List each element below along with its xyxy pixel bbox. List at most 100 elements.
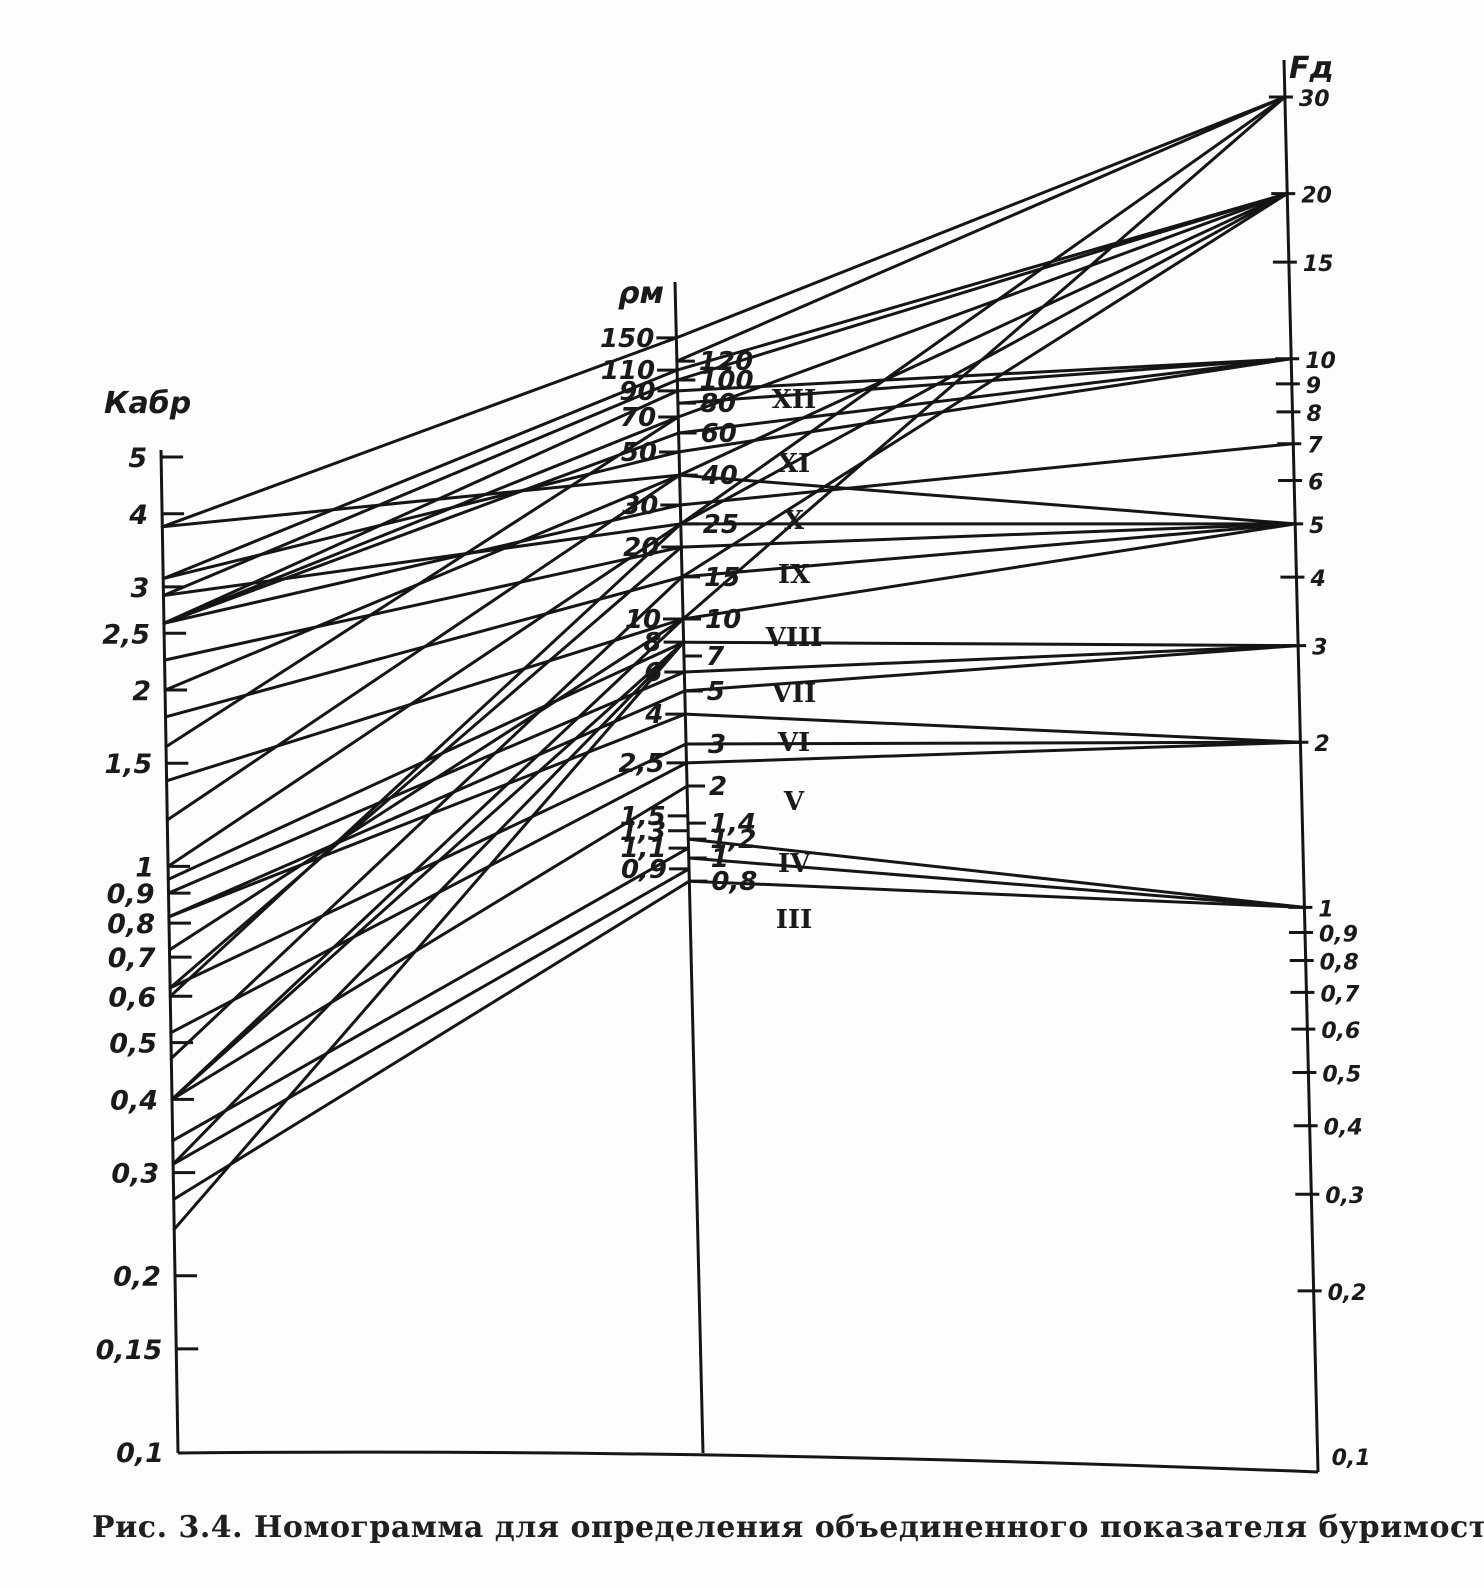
left-axis-tick-label: 0,7 xyxy=(108,943,156,974)
middle-axis-left-tick-label: 1,1 xyxy=(620,834,666,864)
middle-axis-right-tick-label: 15 xyxy=(704,563,740,593)
right-connecting-line xyxy=(677,357,1293,435)
right-axis-tick-label: 3 xyxy=(1312,636,1327,661)
right-connecting-line xyxy=(676,357,1293,393)
middle-axis-left-tick-label: 90 xyxy=(619,377,655,407)
right-connecting-line xyxy=(676,357,1293,405)
left-axis-tick-label: 1 xyxy=(135,852,154,883)
category-label: X xyxy=(784,506,805,536)
right-connecting-line xyxy=(676,192,1289,419)
left-axis-tick-label: 0,5 xyxy=(109,1029,157,1060)
right-axis-tick-label: 5 xyxy=(1309,514,1324,539)
right-connecting-line xyxy=(680,192,1289,579)
left-connecting-line xyxy=(160,336,678,529)
right-axis-tick-label: 0,2 xyxy=(1328,1281,1367,1306)
middle-axis-left-tick-label: 70 xyxy=(620,403,656,433)
axes xyxy=(159,59,1322,1474)
middle-axis-right-tick-label: 40 xyxy=(701,461,738,491)
right-connecting-line xyxy=(675,95,1287,363)
right-axis-tick-label: 0,9 xyxy=(1319,922,1358,947)
middle-axis-right-tick-label: 25 xyxy=(703,510,739,540)
right-connecting-line xyxy=(679,522,1297,549)
left-connecting-line xyxy=(164,415,680,749)
left-connecting-line xyxy=(163,545,683,662)
left-connecting-line xyxy=(165,473,682,822)
left-connecting-line xyxy=(162,415,680,625)
left-connecting-line xyxy=(162,378,679,597)
category-label: IV xyxy=(778,849,811,879)
right-connecting-line xyxy=(679,192,1289,526)
right-connecting-line xyxy=(679,95,1287,526)
middle-axis-left-tick-label: 6 xyxy=(644,658,662,688)
connecting-lines xyxy=(160,95,1306,1231)
right-axis-tick-label: 0,7 xyxy=(1320,982,1360,1007)
left-axis-tick-label: 2,5 xyxy=(102,619,150,650)
middle-axis-left-tick-label: 30 xyxy=(622,491,658,521)
right-axis-tick-label: 6 xyxy=(1308,470,1323,495)
right-connecting-line xyxy=(686,837,1306,909)
right-connecting-line xyxy=(683,712,1302,744)
right-axis-tick-label: 10 xyxy=(1305,349,1336,374)
left-axis-tick-label: 2 xyxy=(132,676,151,707)
baseline-line xyxy=(177,1450,1319,1474)
category-label: IX xyxy=(778,560,811,590)
right-connecting-line xyxy=(684,740,1302,746)
left-axis-tick-label: 0,8 xyxy=(107,909,155,940)
left-axis-line xyxy=(159,449,180,1454)
right-connecting-line xyxy=(687,856,1306,909)
right-axis-tick-label: 7 xyxy=(1307,434,1323,459)
category-label: XI xyxy=(778,449,810,479)
right-connecting-line xyxy=(674,95,1287,340)
axis-labels: КабрρмFд5432,521,510,90,80,70,60,50,40,3… xyxy=(96,51,1371,1471)
left-connecting-line xyxy=(171,846,690,1143)
left-connecting-line xyxy=(162,389,680,625)
middle-axis-right-tick-label: 7 xyxy=(706,642,725,672)
left-connecting-line xyxy=(172,879,691,1201)
left-connecting-line xyxy=(168,617,685,952)
middle-axis-right-tick-label: 2 xyxy=(709,772,727,802)
right-axis-tick-label: 0,1 xyxy=(1332,1446,1371,1471)
middle-axis-right-tick-label: 1 xyxy=(711,844,729,874)
right-connecting-line xyxy=(678,442,1295,507)
left-axis-tick-label: 0,3 xyxy=(111,1159,159,1190)
middle-axis-right-tick-label: 100 xyxy=(699,366,753,396)
right-axis-tick-label: 9 xyxy=(1306,374,1321,399)
right-connecting-line xyxy=(675,192,1289,372)
right-connecting-line xyxy=(678,192,1289,477)
left-axis-tick-label: 0,4 xyxy=(110,1085,158,1116)
category-label: III xyxy=(776,905,813,935)
right-axis-title: Fд xyxy=(1289,51,1334,86)
right-axis-tick-label: 15 xyxy=(1303,252,1334,277)
right-connecting-line xyxy=(681,522,1297,621)
left-axis-tick-label: 0,1 xyxy=(116,1438,164,1469)
left-connecting-line xyxy=(169,761,688,1035)
left-connecting-line xyxy=(162,431,681,625)
middle-axis-left-tick-label: 8 xyxy=(644,628,662,658)
left-axis-title: Кабр xyxy=(104,386,191,421)
right-connecting-line xyxy=(685,740,1302,765)
right-axis-tick-label: 0,8 xyxy=(1320,951,1359,976)
right-axis-tick-label: 20 xyxy=(1301,184,1332,209)
left-axis-tick-label: 0,2 xyxy=(113,1262,161,1293)
right-axis-line xyxy=(1282,59,1320,1473)
middle-axis-left-tick-label: 4 xyxy=(644,700,663,730)
right-axis-tick-label: 4 xyxy=(1309,567,1325,592)
category-label: V xyxy=(783,787,805,817)
right-connecting-line xyxy=(682,640,1300,648)
right-axis-tick-label: 0,5 xyxy=(1322,1063,1361,1088)
middle-axis-left-tick-label: 110 xyxy=(601,356,655,386)
middle-axis-right-tick-label: 0,8 xyxy=(711,867,757,897)
middle-axis-right-tick-label: 10 xyxy=(705,605,741,635)
left-axis-tick-label: 1,5 xyxy=(104,749,152,780)
middle-axis-left-tick-label: 2,5 xyxy=(618,749,664,779)
right-connecting-line xyxy=(675,192,1289,382)
right-connecting-line xyxy=(678,473,1297,526)
left-connecting-line xyxy=(162,503,682,625)
right-connecting-line xyxy=(682,644,1300,674)
left-connecting-line xyxy=(166,522,683,868)
middle-axis-right-tick-label: 5 xyxy=(707,677,725,707)
middle-axis-left-tick-label: 0,9 xyxy=(621,855,667,885)
left-connecting-line xyxy=(172,640,686,1231)
left-axis-tick-label: 0,6 xyxy=(108,982,156,1013)
left-connecting-line xyxy=(167,670,686,895)
